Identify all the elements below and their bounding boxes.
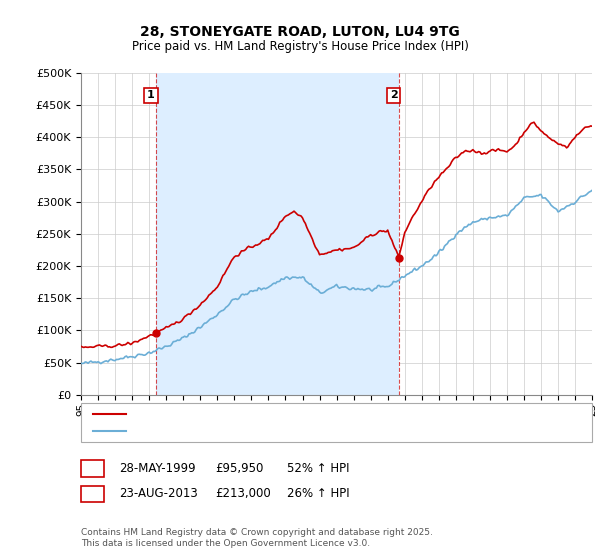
Text: HPI: Average price, semi-detached house, Luton: HPI: Average price, semi-detached house,… [132,426,383,436]
Text: 28, STONEYGATE ROAD, LUTON, LU4 9TG (semi-detached house): 28, STONEYGATE ROAD, LUTON, LU4 9TG (sem… [132,409,470,419]
Bar [156,73,398,395]
Text: 1: 1 [147,90,155,100]
Text: 28-MAY-1999: 28-MAY-1999 [119,462,196,475]
Text: £213,000: £213,000 [215,487,271,501]
Text: Contains HM Land Registry data © Crown copyright and database right 2025.
This d: Contains HM Land Registry data © Crown c… [81,528,433,548]
Text: Price paid vs. HM Land Registry's House Price Index (HPI): Price paid vs. HM Land Registry's House … [131,40,469,53]
Text: 23-AUG-2013: 23-AUG-2013 [119,487,197,501]
Text: £95,950: £95,950 [215,462,263,475]
Text: 2: 2 [389,90,397,100]
Text: 28, STONEYGATE ROAD, LUTON, LU4 9TG: 28, STONEYGATE ROAD, LUTON, LU4 9TG [140,25,460,39]
Text: 52% ↑ HPI: 52% ↑ HPI [287,462,349,475]
Text: 1: 1 [88,462,97,475]
Text: 2: 2 [88,487,97,501]
Text: 26% ↑ HPI: 26% ↑ HPI [287,487,349,501]
